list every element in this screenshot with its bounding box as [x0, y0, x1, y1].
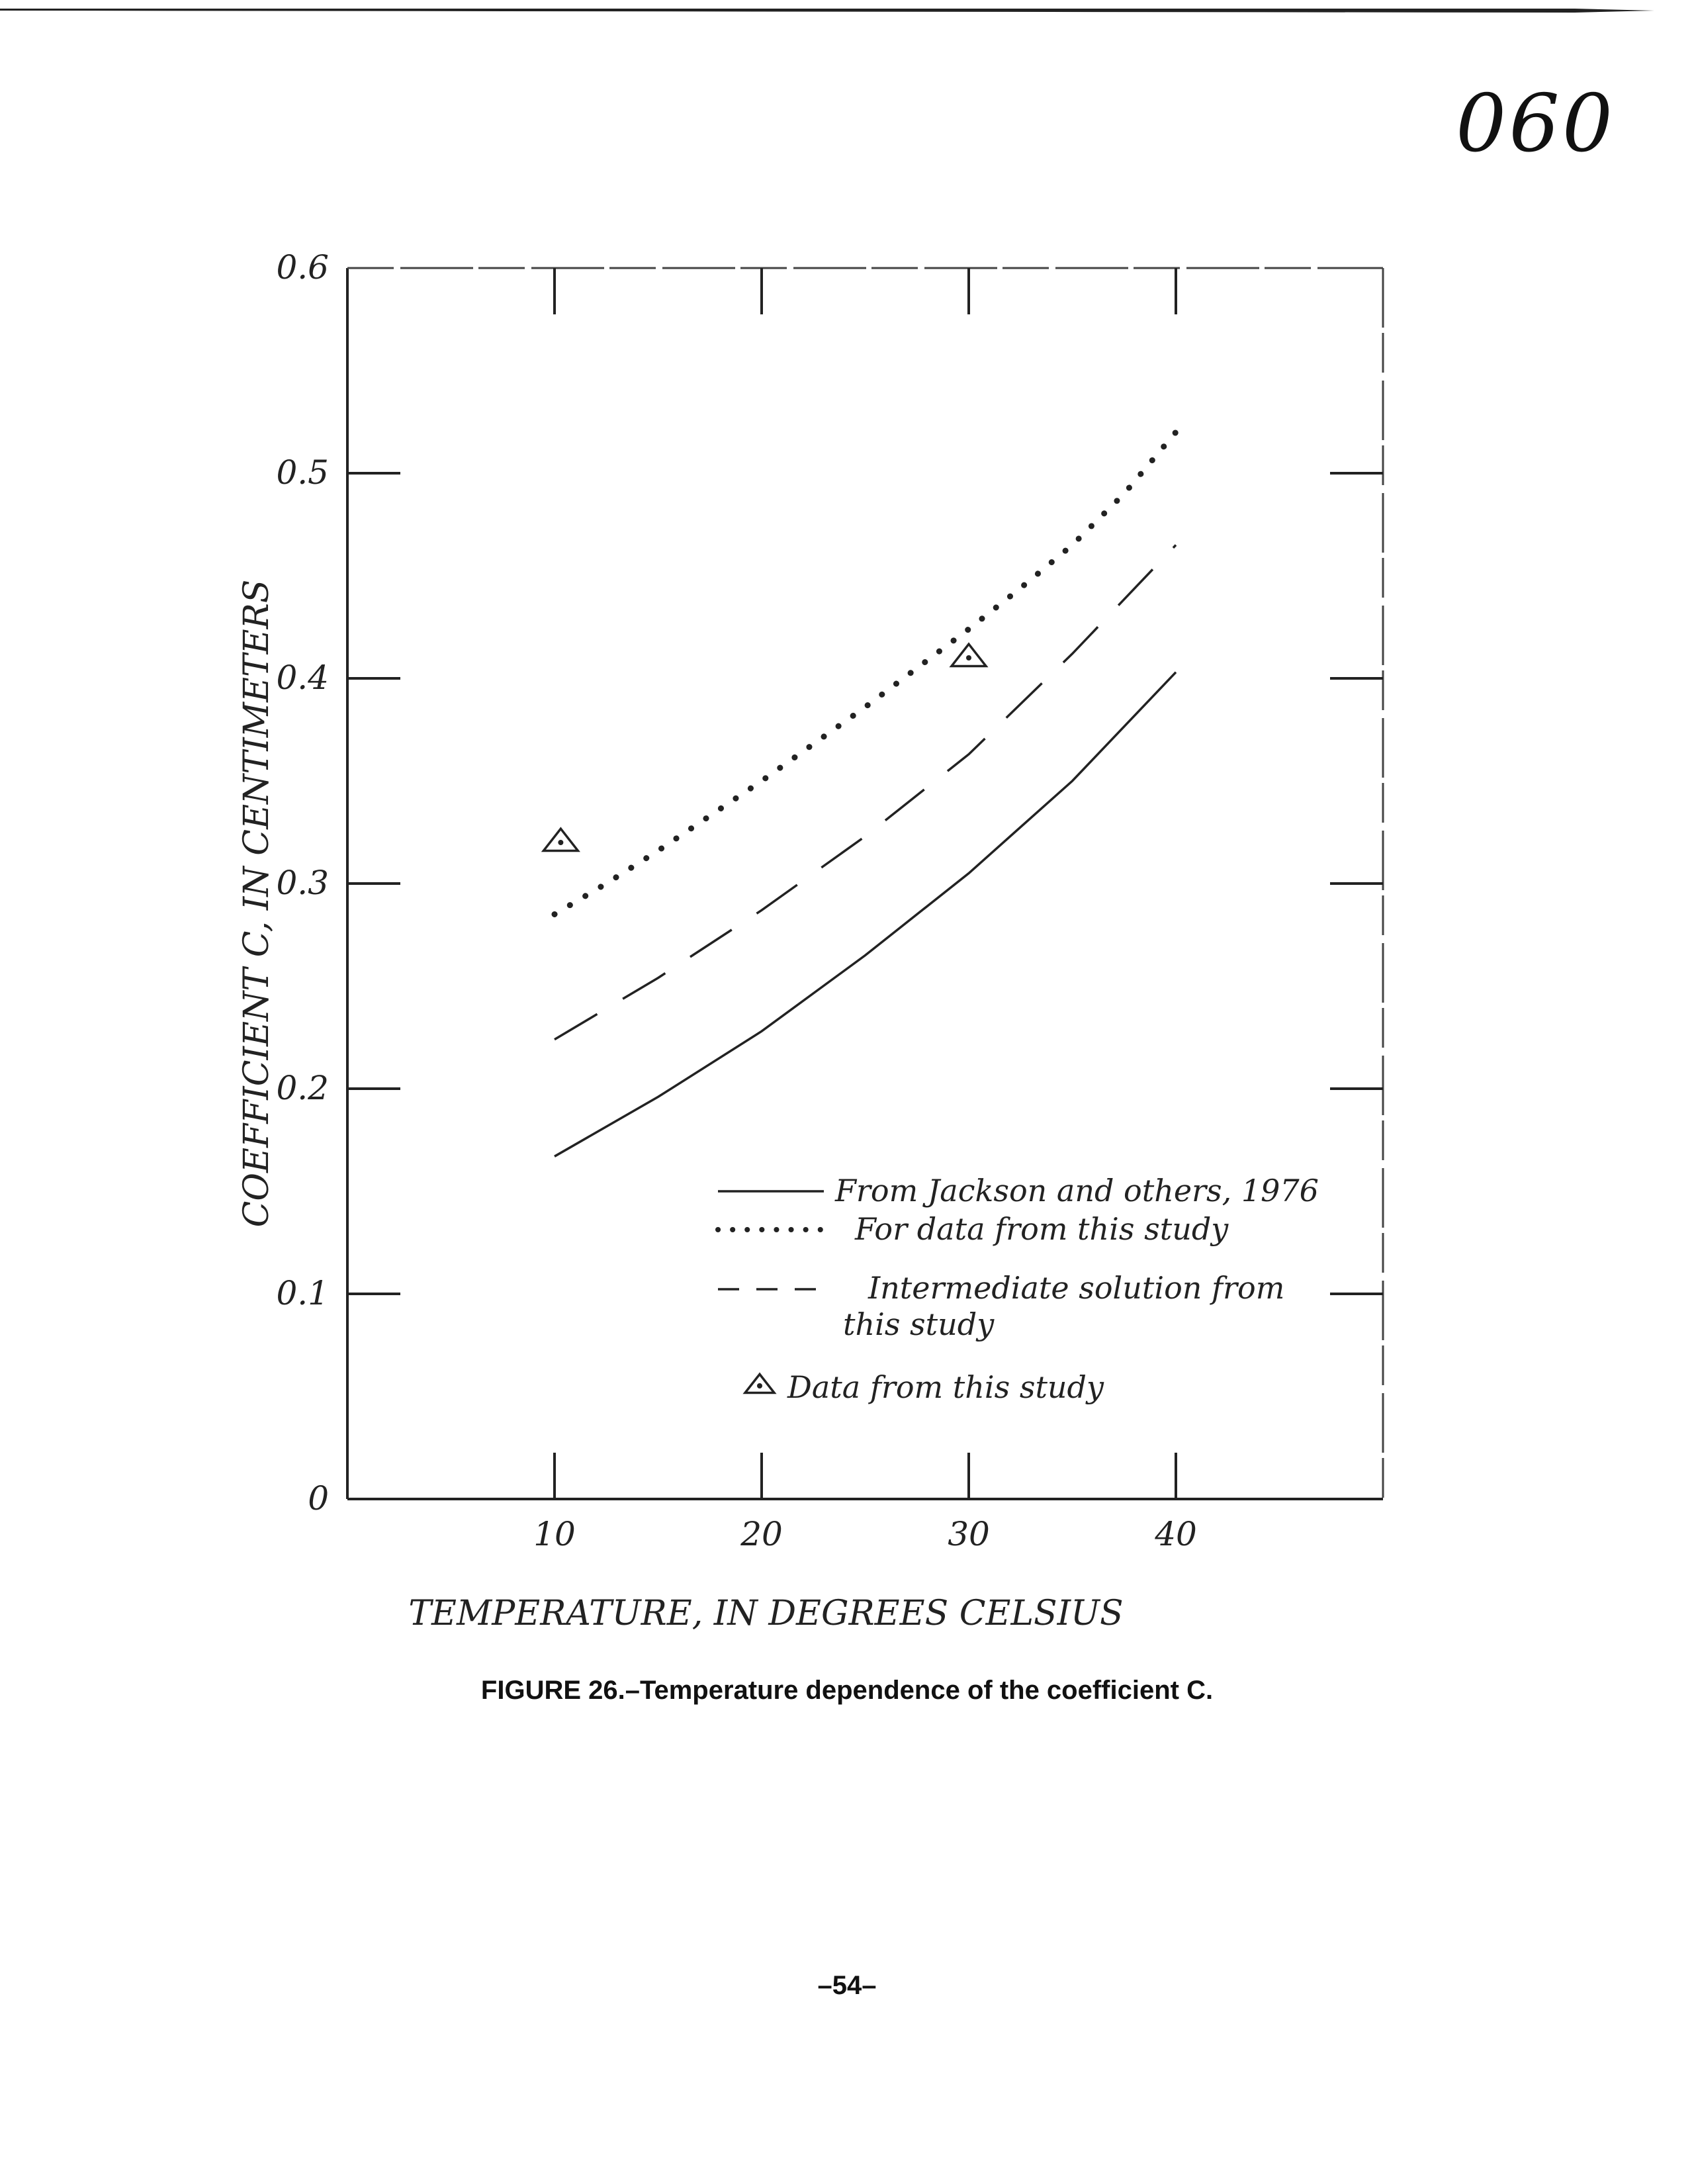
- y-tick-label: 0.6: [276, 248, 329, 287]
- x-tick-label: 40: [1154, 1515, 1197, 1553]
- page-number: –54–: [817, 1971, 877, 2000]
- triangle-dot: [966, 655, 971, 660]
- y-tick-label: 0.5: [276, 453, 329, 492]
- y-tick-label: 0.4: [276, 659, 329, 697]
- triangle-outline: [541, 827, 580, 852]
- y-tick-label: 0.2: [276, 1069, 329, 1107]
- triangle-outline: [742, 1372, 777, 1394]
- series-jackson-solid-line: [554, 671, 1177, 1158]
- series-study-dotted-line: [551, 429, 1179, 917]
- data-point-triangle: [949, 642, 989, 668]
- triangle-outline: [949, 642, 989, 668]
- y-axis-label: COEFFICIENT C, IN CENTIMETERS: [237, 580, 277, 1228]
- legend-label-data: Data from this study: [787, 1369, 1104, 1405]
- triangle-dot: [558, 840, 564, 845]
- data-point-triangle: [541, 827, 580, 852]
- top-rule: [0, 9, 1654, 13]
- legend-triangle-icon: [742, 1372, 777, 1394]
- legend-label-jackson: From Jackson and others, 1976: [834, 1173, 1319, 1208]
- legend-label-intermediate: Intermediate solution from this study: [843, 1270, 1284, 1342]
- series: [541, 429, 1179, 1158]
- x-axis-label: TEMPERATURE, IN DEGREES CELSIUS: [408, 1594, 1123, 1633]
- legend-label-line: this study: [843, 1306, 995, 1342]
- y-ticks: 0 0.1 0.2 0.3 0.4 0.5 0.6: [276, 248, 1383, 1518]
- figure-caption: FIGURE 26.–Temperature dependence of the…: [480, 1676, 1214, 1705]
- y-tick-label: 0: [308, 1479, 329, 1518]
- x-ticks: 10 20 30 40: [533, 268, 1197, 1553]
- series-intermediate-dashed-line: [554, 544, 1177, 1041]
- x-tick-label: 10: [533, 1515, 576, 1553]
- x-tick-label: 20: [740, 1515, 783, 1553]
- page-stamp: 060: [1456, 78, 1616, 170]
- x-tick-label: 30: [948, 1515, 990, 1553]
- y-tick-label: 0.3: [276, 864, 329, 902]
- chart: 0 0.1 0.2 0.3 0.4 0.5 0.6 10 20 30 40 From Jackso…: [237, 248, 1384, 1633]
- legend-label-line: Intermediate solution from: [868, 1270, 1284, 1306]
- y-tick-label: 0.1: [276, 1274, 329, 1312]
- legend-label-study: For data from this study: [854, 1211, 1229, 1247]
- triangle-dot: [757, 1383, 762, 1388]
